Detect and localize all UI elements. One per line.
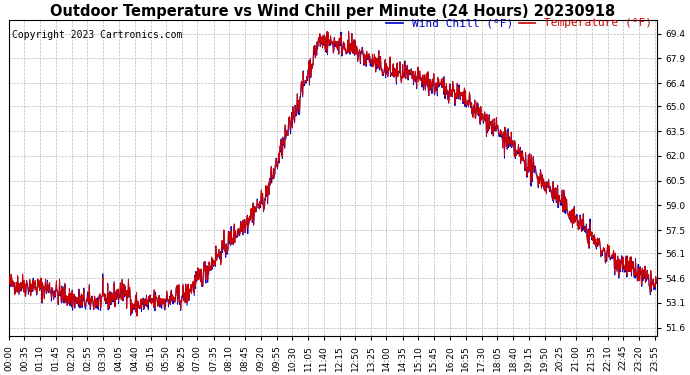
Legend: Wind Chill (°F), Temperature (°F): Wind Chill (°F), Temperature (°F)	[382, 14, 657, 33]
Title: Outdoor Temperature vs Wind Chill per Minute (24 Hours) 20230918: Outdoor Temperature vs Wind Chill per Mi…	[50, 4, 615, 19]
Text: Copyright 2023 Cartronics.com: Copyright 2023 Cartronics.com	[12, 30, 182, 40]
